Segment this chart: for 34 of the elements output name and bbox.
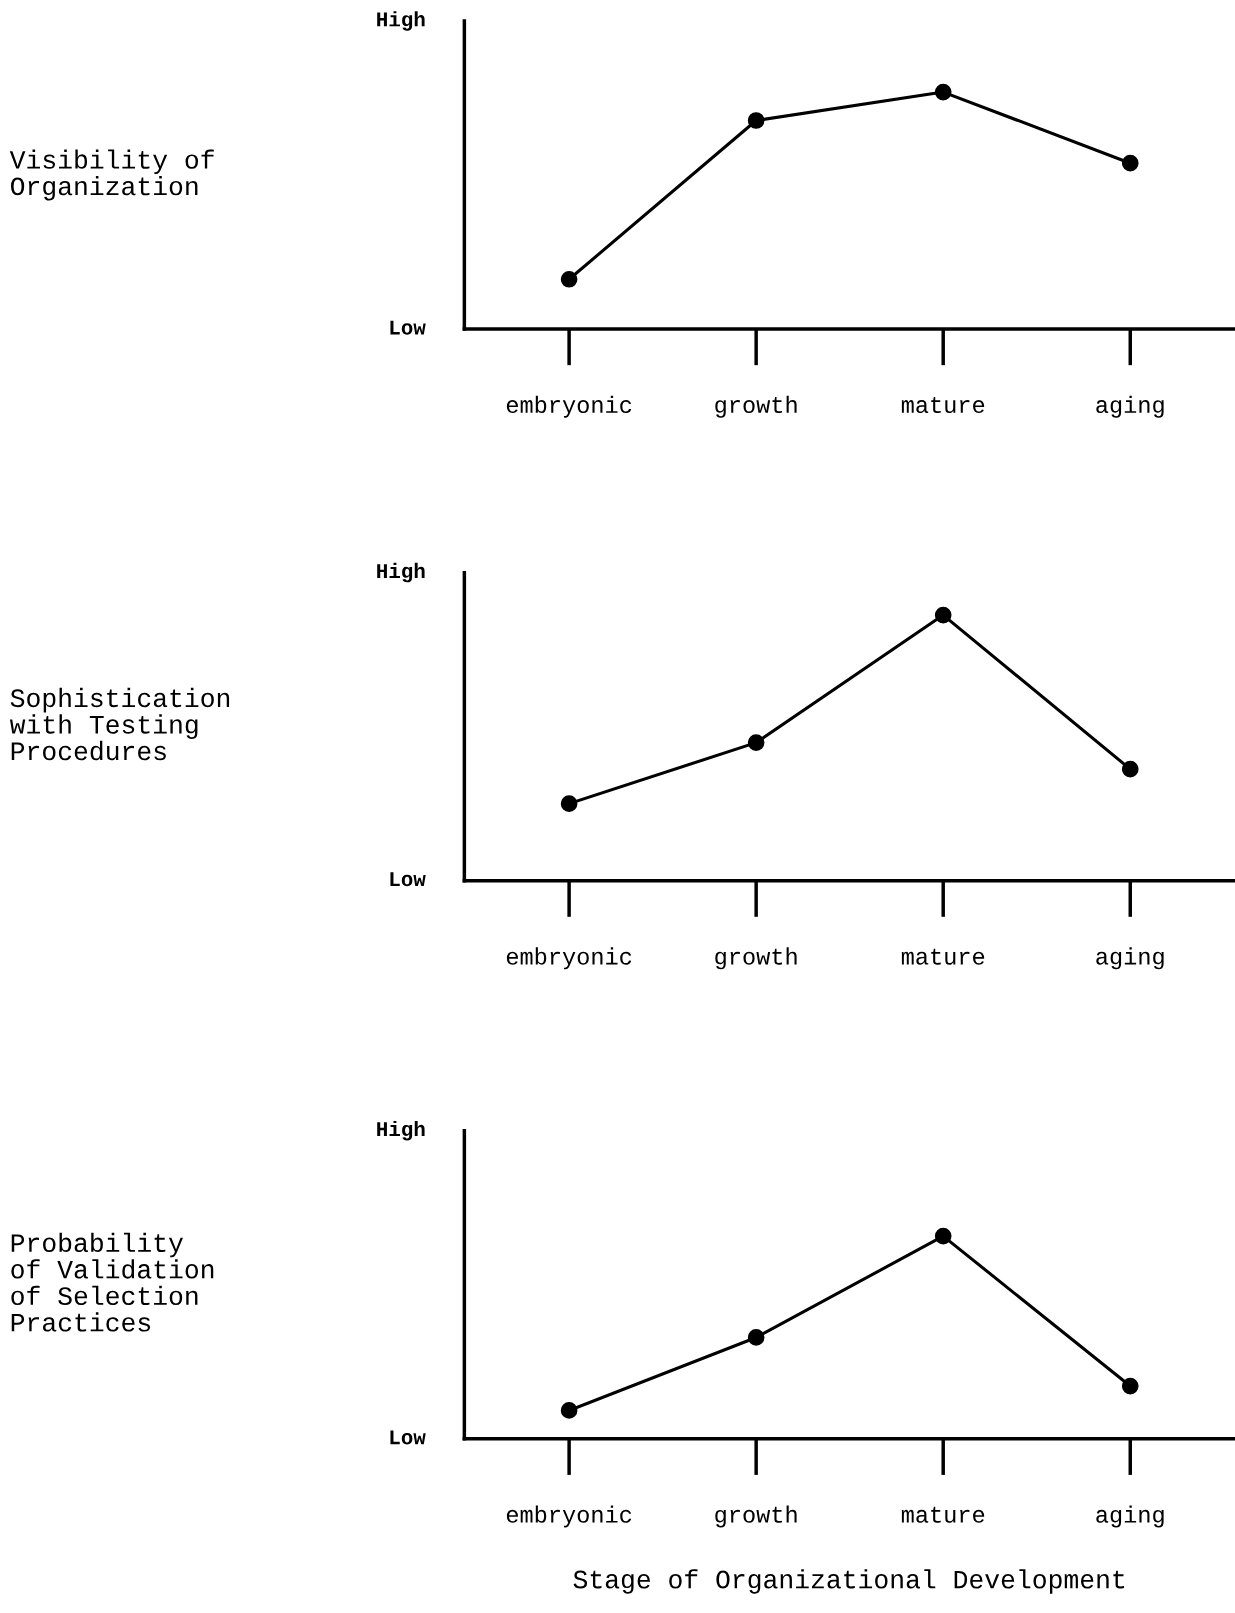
x-tick-label: embryonic [506,1505,632,1528]
text: Low [390,872,426,887]
text: High [377,1120,425,1141]
y-axis-title: Sophistication with Testing Procedures [9,687,230,761]
text: High [377,11,425,31]
point [934,83,952,101]
point [747,734,765,751]
x-axis-title: Stage of Organizational Development [573,1569,1125,1594]
point [560,795,578,813]
text: Low [390,320,426,335]
x-tick-label: growth [715,947,797,970]
point [560,270,578,288]
point [1121,760,1139,778]
point [934,606,952,624]
x-tick-label: mature [901,397,985,414]
x-tick-label: embryonic [506,395,632,418]
point [1121,154,1139,172]
point [747,112,765,129]
x-tick-label: growth [715,395,797,418]
x-tick-label: mature [901,1506,985,1523]
y-axis-title: Probability of Validation of Selection Practices [11,1232,214,1332]
text: Low [390,1430,426,1445]
point [934,1227,952,1245]
x-tick-label: aging [1096,395,1164,418]
point [560,1402,578,1419]
x-tick-label: aging [1096,947,1164,970]
x-tick-label: growth [715,1505,797,1528]
text: High [377,562,425,583]
x-tick-label: mature [901,948,985,965]
x-tick-label: aging [1096,1505,1164,1528]
x-tick-label: embryonic [506,947,632,970]
point [747,1329,765,1346]
point [1121,1377,1139,1395]
y-axis-title: Visibility of Organization [9,149,214,201]
